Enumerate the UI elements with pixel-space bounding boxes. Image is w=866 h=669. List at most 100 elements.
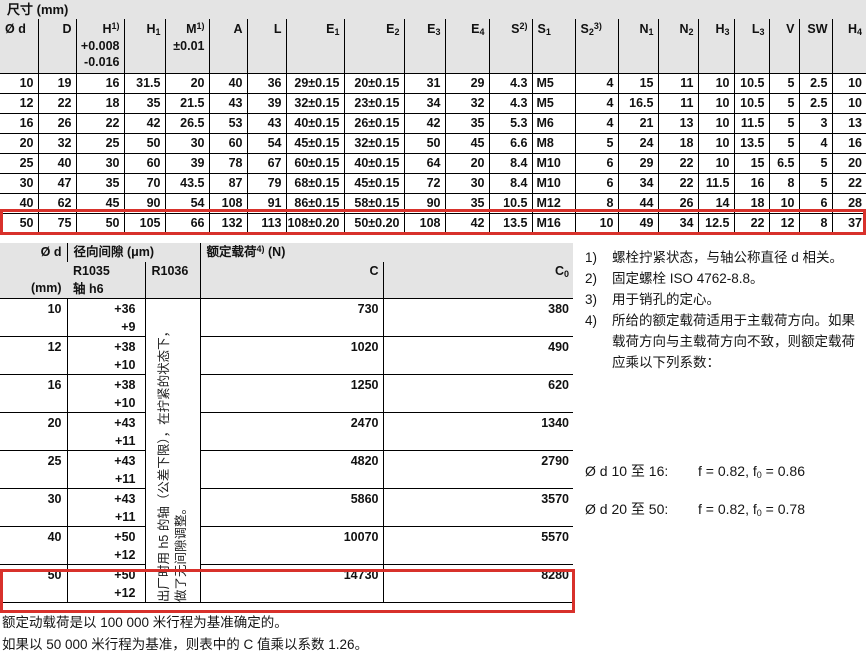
label-text: H [847, 22, 857, 36]
r1036-note-cell: 出厂时用 h5 的轴（公差下限），在拧紧的状态下， 做了无间隙调整。 [144, 298, 200, 603]
dim-header-cell: S1 [531, 19, 575, 73]
dim-cell: M6 [531, 112, 575, 133]
load-cell-c: 2470 [199, 412, 383, 451]
dim-cell: 54 [246, 132, 286, 153]
clearance-value: +10 [114, 396, 136, 410]
footnote-3: 3) 用于销孔的定心。 [585, 289, 864, 310]
dim-cell: 45±0.15 [343, 172, 404, 193]
dim-cell: 43 [246, 112, 286, 133]
dim-cell: 6 [798, 192, 832, 213]
dim-cell: 32±0.15 [343, 132, 404, 153]
dim-header-cell: E1 [285, 19, 344, 73]
dim-cell: 50±0.20 [343, 212, 404, 233]
load-cell-diameter: 50 [0, 564, 67, 603]
label-text: S [537, 22, 546, 36]
dim-header-cell: E2 [343, 19, 404, 73]
label-text: L [751, 22, 760, 36]
load-table: Ø d (mm) 径向间隙 (μm) 额定载荷4) (N) R1035 R103… [0, 243, 574, 603]
dim-cell: 8 [768, 172, 799, 193]
clearance-value: +38 [114, 340, 136, 354]
load-cell-diameter: 30 [0, 488, 67, 527]
dim-cell: 75 [37, 212, 76, 233]
dim-cell-diameter: 12 [0, 92, 38, 113]
footnote-4-text: 所给的额定载荷适用于主载荷方向。如果载荷方向与主载荷方向不致，则额定载荷应乘以下… [612, 313, 855, 370]
label-text: H [102, 22, 112, 36]
dim-cell: 32 [444, 92, 489, 113]
dim-header-cell: A [208, 19, 247, 73]
clearance-value: +9 [121, 320, 136, 334]
clearance-value: +38 [114, 378, 136, 392]
dim-cell: 20 [831, 152, 866, 173]
dim-cell: 6 [574, 152, 618, 173]
dim-cell: 5 [768, 112, 799, 133]
dim-cell: 40±0.15 [343, 152, 404, 173]
dim-cell: 28 [831, 192, 866, 213]
dim-header-cell: S2) [488, 19, 532, 73]
dim-cell: 34 [403, 92, 445, 113]
header-cell-c0: C0 [382, 262, 574, 299]
dim-cell: 4 [574, 92, 618, 113]
dim-cell: 30 [164, 132, 209, 153]
dim-cell: 2.5 [798, 72, 832, 93]
load-cell-c: 5860 [199, 488, 383, 527]
dim-cell-diameter: 50 [0, 212, 38, 233]
footer-line-1: 额定动载荷是以 100 000 米行程为基准确定的。 [2, 615, 288, 630]
subscript: 3 [435, 27, 441, 37]
dim-cell: 54 [164, 192, 209, 213]
dim-cell: 5 [768, 132, 799, 153]
dim-cell-diameter: 40 [0, 192, 38, 213]
dimension-table-section: 尺寸 (mm) Ø d D H1) +0.008 -0.016 H1 M1) ±0.01 A L E… [0, 0, 866, 234]
dimension-table-header: Ø d D H1) +0.008 -0.016 H1 M1) ±0.01 A L E1 E2 E3 E4 S… [0, 19, 866, 73]
dim-cell: 32 [37, 132, 76, 153]
header-cell-diameter: Ø d (mm) [0, 243, 67, 299]
subscript: 2 [394, 27, 400, 37]
factor-1-value: f = 0.82, f [698, 463, 757, 479]
dim-cell: 43 [208, 92, 247, 113]
dim-cell: 34 [617, 172, 658, 193]
dim-cell: 53 [208, 112, 247, 133]
subscript: 1 [155, 27, 161, 37]
dim-cell: 5 [574, 132, 618, 153]
dim-cell: 36 [246, 72, 286, 93]
dim-cell: 42 [403, 112, 445, 133]
dim-header-label: E3 [405, 21, 441, 38]
load-title-footnote-ref: 4) [256, 244, 265, 254]
dim-cell: 72 [403, 172, 445, 193]
dim-cell: 13 [657, 112, 698, 133]
dim-header-cell: L [246, 19, 286, 73]
dim-header-cell: SW [798, 19, 832, 73]
dim-header-label: S2) [490, 21, 527, 38]
load-cell-c0: 3570 [382, 488, 574, 527]
label-text: E [427, 22, 436, 36]
load-header-row-1: Ø d (mm) 径向间隙 (μm) 额定载荷4) (N) [0, 243, 574, 299]
dim-header-label: Ø d [5, 21, 38, 37]
dim-header-tolerance: -0.016 [84, 55, 120, 69]
dim-cell: 45 [75, 192, 124, 213]
dim-cell: 22 [37, 92, 76, 113]
dimension-header-row: Ø d D H1) +0.008 -0.016 H1 M1) ±0.01 A L E1 E2 E3 E4 S… [0, 19, 866, 73]
label-text: S [511, 22, 520, 36]
dim-cell: 3 [798, 112, 832, 133]
superscript: 1) [196, 21, 205, 31]
dim-table-row: 40 62 45 90 54 108 91 86±0.15 58±0.15 90 35 10.5 M12… [0, 192, 866, 213]
dim-cell: 39 [246, 92, 286, 113]
load-cell-diameter: 25 [0, 450, 67, 489]
factor-line-d10-16: Ø d 10 至 16: f = 0.82, f0 = 0.86 [585, 461, 805, 481]
dim-cell-diameter: 25 [0, 152, 38, 173]
load-cell-clearance: +38 +10 [66, 336, 145, 375]
vertical-note-line-1: 出厂时用 h5 的轴（公差下限），在拧紧的状态下， [156, 324, 171, 602]
dim-cell: M10 [531, 172, 575, 193]
load-cell-c0: 620 [382, 374, 574, 413]
factor-2-value-end: = 0.78 [761, 501, 805, 517]
dim-header-cell: N2 [657, 19, 698, 73]
dim-header-label: N1 [619, 21, 653, 38]
header-cell-r1036: R1036 [144, 262, 200, 299]
load-table-row: 30 +43 +11 5860 3570 [0, 488, 574, 527]
dim-cell: M5 [531, 72, 575, 93]
c0-subscript: 0 [564, 269, 570, 279]
dim-header-label: E2 [345, 21, 400, 38]
header-cell-shaft-h6: 轴 h6 [67, 280, 145, 299]
dim-table-row: 30 47 35 70 43.5 87 79 68±0.15 45±0.15 72 30 8.4 M10… [0, 172, 866, 193]
load-cell-c0: 2790 [382, 450, 574, 489]
dim-cell: 22 [733, 212, 769, 233]
